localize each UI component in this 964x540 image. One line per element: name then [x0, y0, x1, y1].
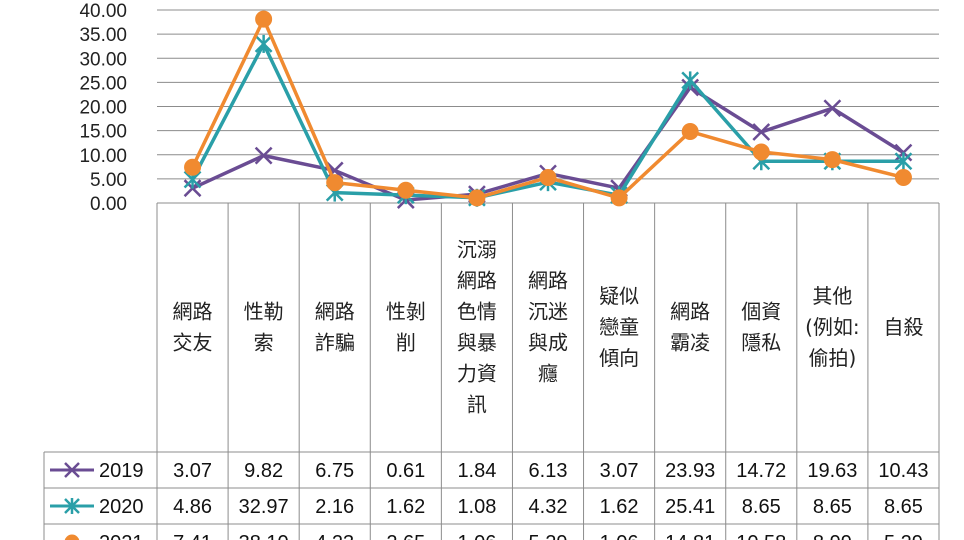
- category-label: 訊: [467, 393, 487, 417]
- gridlines: [157, 9, 939, 204]
- category-label: 偷拍): [808, 346, 856, 370]
- table-cell-value: 10.58: [736, 532, 786, 540]
- category-label: 網路: [528, 269, 568, 293]
- point-marker: [539, 168, 557, 186]
- table-cell-value: 32.97: [239, 496, 289, 518]
- category-label: 癮: [538, 362, 558, 386]
- table-cell-value: 1.06: [600, 532, 639, 540]
- point-marker: [326, 174, 344, 192]
- category-label: 霸凌: [670, 331, 710, 355]
- y-tick-label: 20.00: [79, 98, 127, 119]
- table-cell-value: 8.99: [813, 532, 852, 540]
- y-tick-label: 35.00: [79, 25, 127, 46]
- category-label: 交友: [173, 331, 213, 355]
- y-tick-label: 15.00: [79, 122, 127, 143]
- point-marker: [468, 189, 486, 207]
- point-marker: [823, 151, 841, 169]
- category-label: 其他: [812, 284, 852, 308]
- table-cell-value: 14.81: [665, 532, 715, 540]
- point-marker: [681, 123, 699, 141]
- category-label: 與成: [528, 331, 568, 355]
- point-marker: [254, 146, 273, 165]
- category-label: 網路: [670, 300, 710, 324]
- point-marker: [64, 534, 80, 540]
- category-label: 傾向: [599, 346, 639, 370]
- category-label: 詐騙: [315, 331, 355, 355]
- table-cell-value: 1.08: [457, 496, 496, 518]
- series-lines: [183, 10, 913, 209]
- data-table: 網路交友性勒索網路詐騙性剝削沉溺網路色情與暴力資訊網路沉迷與成癮疑似戀童傾向網路…: [43, 203, 940, 540]
- point-marker: [894, 168, 912, 186]
- table-cell-value: 9.82: [244, 460, 283, 482]
- table-cell-value: 1.62: [386, 496, 425, 518]
- category-label: 沉迷: [528, 300, 568, 324]
- category-label: 隱私: [741, 331, 781, 355]
- table-cell-value: 4.32: [529, 496, 568, 518]
- category-label: 網路: [315, 300, 355, 324]
- table-cell-value: 1.62: [600, 496, 639, 518]
- table-cell-value: 1.06: [457, 532, 496, 540]
- table-cell-value: 23.93: [665, 460, 715, 482]
- table-cell-value: 8.65: [742, 496, 781, 518]
- category-label: (例如:: [805, 315, 860, 339]
- table-cell-value: 6.75: [315, 460, 354, 482]
- category-label: 網路: [457, 269, 497, 293]
- point-marker: [610, 189, 628, 207]
- category-label: 力資: [457, 362, 497, 386]
- category-label: 性勒: [244, 300, 284, 324]
- point-marker: [823, 99, 842, 118]
- point-marker: [325, 161, 344, 180]
- category-label: 色情: [457, 300, 497, 324]
- table-cell-value: 8.65: [813, 496, 852, 518]
- category-label: 疑似: [599, 284, 639, 308]
- category-label: 網路: [173, 300, 213, 324]
- point-marker: [184, 158, 202, 176]
- table-cell-value: 25.41: [665, 496, 715, 518]
- table-cell-value: 5.29: [884, 532, 923, 540]
- y-tick-label: 25.00: [79, 73, 127, 94]
- category-label: 索: [254, 331, 274, 355]
- table-cell-value: 4.23: [315, 532, 354, 540]
- table-cell-value: 5.29: [529, 532, 568, 540]
- category-label: 性剝: [386, 300, 426, 324]
- y-axis: 0.00 5.00 10.00 15.00 20.00 25.00 30.00 35.00 40…: [79, 1, 127, 215]
- legend-year-label: 2020: [99, 496, 144, 518]
- legend-year-label: 2021: [99, 532, 144, 540]
- table-cell-value: 7.41: [173, 532, 212, 540]
- point-marker: [255, 10, 273, 28]
- table-cell-value: 38.10: [239, 532, 289, 540]
- y-tick-label: 0.00: [90, 194, 127, 215]
- table-cell-value: 4.86: [173, 496, 212, 518]
- category-label: 與暴: [457, 331, 497, 355]
- category-label: 個資: [741, 300, 781, 324]
- table-cell-value: 6.13: [529, 460, 568, 482]
- category-label: 削: [396, 331, 416, 355]
- y-tick-label: 40.00: [79, 1, 127, 22]
- table-cell-value: 10.43: [878, 460, 928, 482]
- category-label: 戀童: [599, 315, 639, 339]
- table-cell-value: 14.72: [736, 460, 786, 482]
- table-cell-value: 3.07: [173, 460, 212, 482]
- category-label: 沉溺: [457, 238, 497, 262]
- table-cell-value: 2.16: [315, 496, 354, 518]
- y-tick-label: 10.00: [79, 146, 127, 167]
- table-cell-value: 1.84: [457, 460, 496, 482]
- point-marker: [752, 123, 771, 141]
- table-cell-value: 19.63: [807, 460, 857, 482]
- point-marker: [397, 181, 415, 199]
- point-marker: [752, 143, 770, 161]
- table-cell-value: 2.65: [386, 532, 425, 540]
- y-tick-label: 30.00: [79, 49, 127, 70]
- category-label: 自殺: [883, 315, 923, 339]
- table-cell-value: 8.65: [884, 496, 923, 518]
- legend-year-label: 2019: [99, 460, 144, 482]
- y-tick-label: 5.00: [90, 170, 127, 191]
- table-cell-value: 0.61: [386, 460, 425, 482]
- table-cell-value: 3.07: [600, 460, 639, 482]
- point-marker: [64, 462, 80, 478]
